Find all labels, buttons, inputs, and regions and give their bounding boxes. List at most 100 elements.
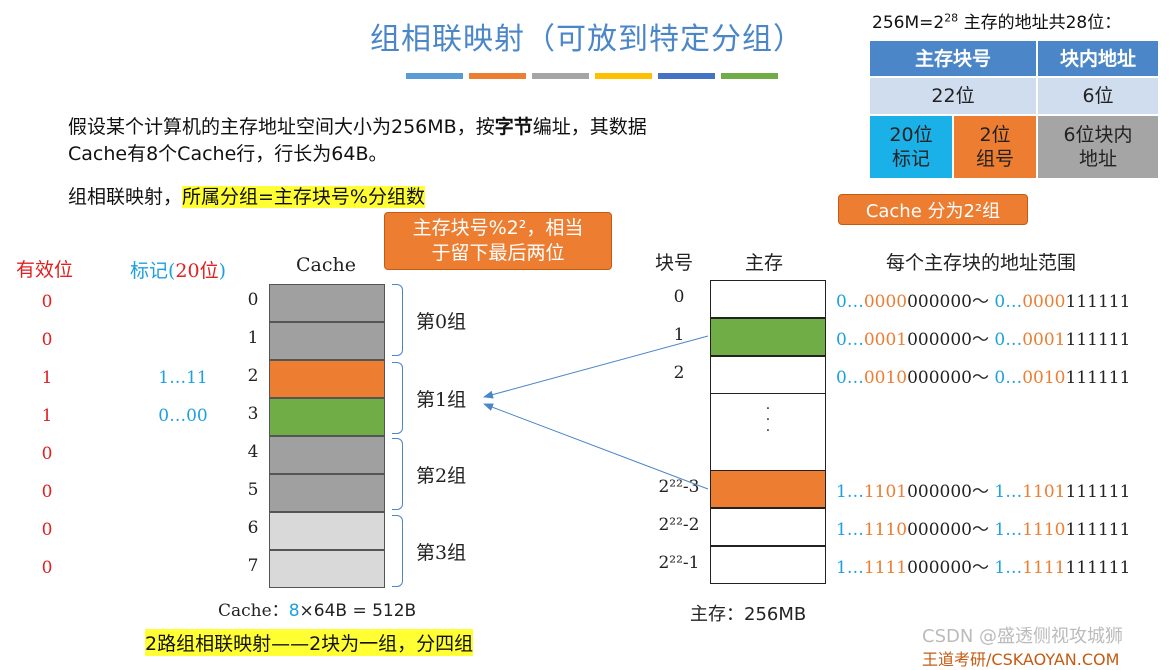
cache-line-number: 7 [247,556,259,576]
valid-bit: 0 [41,292,53,312]
callout-group-count: Cache 分为2²组 [838,194,1028,225]
memory-block [710,356,826,394]
memory-block-range: 0…0000000000～ 0…0000111111 [836,287,1130,312]
memory-block [710,318,826,356]
cache-line-number: 6 [247,518,259,538]
cache-caption-prefix: Cache： [218,601,289,621]
range-part: 1… [836,482,864,502]
address-note-prefix: 256M=2 [872,13,945,33]
title-color-bar [721,73,778,79]
mapping-arrows [483,335,709,490]
table-header-block: 主存块号 [869,40,1037,77]
range-part: 0000 [863,292,908,312]
range-part: 1101 [1022,482,1066,502]
memory-block-number: 1 [673,325,685,345]
memory-block-number: 2 [673,363,685,383]
valid-bit: 0 [41,444,53,464]
arrow-block1-to-group1 [483,335,709,399]
range-part: 0… [836,330,864,350]
range-part: 1… [994,520,1023,540]
header-tag-suffix: ) [218,260,227,282]
page-title: 组相联映射（可放到特定分组） [370,22,804,57]
range-part: 1110 [1022,520,1066,540]
table-group-field: 2位 组号 [953,115,1037,179]
range-part: 0… [836,292,864,312]
header-tag-count: 20位 [175,260,219,282]
range-part: 000000～ [907,330,995,350]
group-0-brace [392,284,403,356]
table-bits-block: 22位 [869,77,1037,115]
cache-line [269,284,385,322]
title-color-bar [469,73,526,79]
range-part: 111111 [1065,330,1131,350]
memory-block-range: 0…0001000000～ 0…0001111111 [836,325,1130,350]
tag-value: 0…00 [158,406,208,426]
range-part: 111111 [1065,520,1131,540]
table-header-offset: 块内地址 [1037,40,1159,77]
range-part: 0… [994,292,1023,312]
cache-line-number: 5 [247,480,259,500]
cache-line [269,436,385,474]
memory-size-caption: 主存：256MB [690,604,807,625]
range-part: 1111 [1022,558,1066,578]
table-bits-offset: 6位 [1037,77,1159,115]
cache-caption-count: 8 [288,601,300,621]
header-block-no: 块号 [655,252,694,274]
range-part: 1110 [863,520,908,540]
csdn-watermark: CSDN @盛透侧视攻城狮 [922,626,1124,647]
memory-block [710,546,826,584]
range-part: 000000～ [907,292,995,312]
title-color-bar [658,73,715,79]
bottom-note: 2路组相联映射——2块为一组，分四组 [145,629,474,656]
address-note-suffix: 主存的地址共28位： [958,13,1122,33]
tag-value: 1…11 [158,368,208,388]
arrow-block-n3-to-group1 [483,403,709,490]
header-memory: 主存 [745,252,784,274]
range-part: 1… [994,558,1023,578]
mapping-prefix: 组相联映射， [68,186,183,208]
cache-line [269,512,385,550]
range-part: 0001 [1022,330,1066,350]
cache-line-number: 0 [247,290,259,310]
cache-line [269,398,385,436]
group-2-brace [392,438,403,510]
address-note-exp: 28 [944,11,959,25]
range-part: 0001 [863,330,908,350]
memory-block [710,470,826,508]
memory-gap [710,394,826,470]
range-part: 000000～ [907,482,995,502]
group-1-brace [392,362,403,434]
memory-block-range: 1…1110000000～ 1…1110111111 [836,515,1130,540]
range-part: 1111 [863,558,908,578]
range-part: 0010 [863,368,908,388]
intro-pre: 假设某个计算机的主存地址空间大小为256MB，按 [68,116,495,138]
range-part: 111111 [1065,292,1131,312]
valid-bit: 1 [41,406,53,426]
valid-bit: 1 [41,368,53,388]
range-part: 0… [994,368,1023,388]
memory-block-number: 2²²-2 [658,515,700,535]
intro-bold: 字节 [494,116,533,138]
cache-caption-rest: ×64B = 512B [299,601,417,621]
wangdao-footer: 王道考研/CSKAOYAN.COM [922,650,1120,669]
intro-post: 编址，其数据Cache有8个Cache行，行长为64B。 [68,116,647,165]
memory-block-number: 0 [673,287,685,307]
group-1-label: 第1组 [416,389,467,411]
valid-bit: 0 [41,520,53,540]
cache-line [269,550,385,588]
cache-line [269,360,385,398]
cache-line-number: 3 [247,404,259,424]
address-bits-note: 256M=228 主存的地址共28位： [872,8,1121,33]
range-part: 1… [994,482,1023,502]
mapping-formula: 所属分组=主存块号%分组数 [182,186,425,208]
range-part: 111111 [1065,368,1131,388]
valid-bit: 0 [41,330,53,350]
header-tag-prefix: 标记( [130,260,176,282]
cache-line [269,322,385,360]
header-cache: Cache [296,254,356,276]
group-3-label: 第3组 [416,542,467,564]
range-part: 111111 [1065,558,1131,578]
title-color-bar [595,73,652,79]
header-address-range: 每个主存块的地址范围 [886,252,1077,274]
group-3-brace [392,515,403,587]
